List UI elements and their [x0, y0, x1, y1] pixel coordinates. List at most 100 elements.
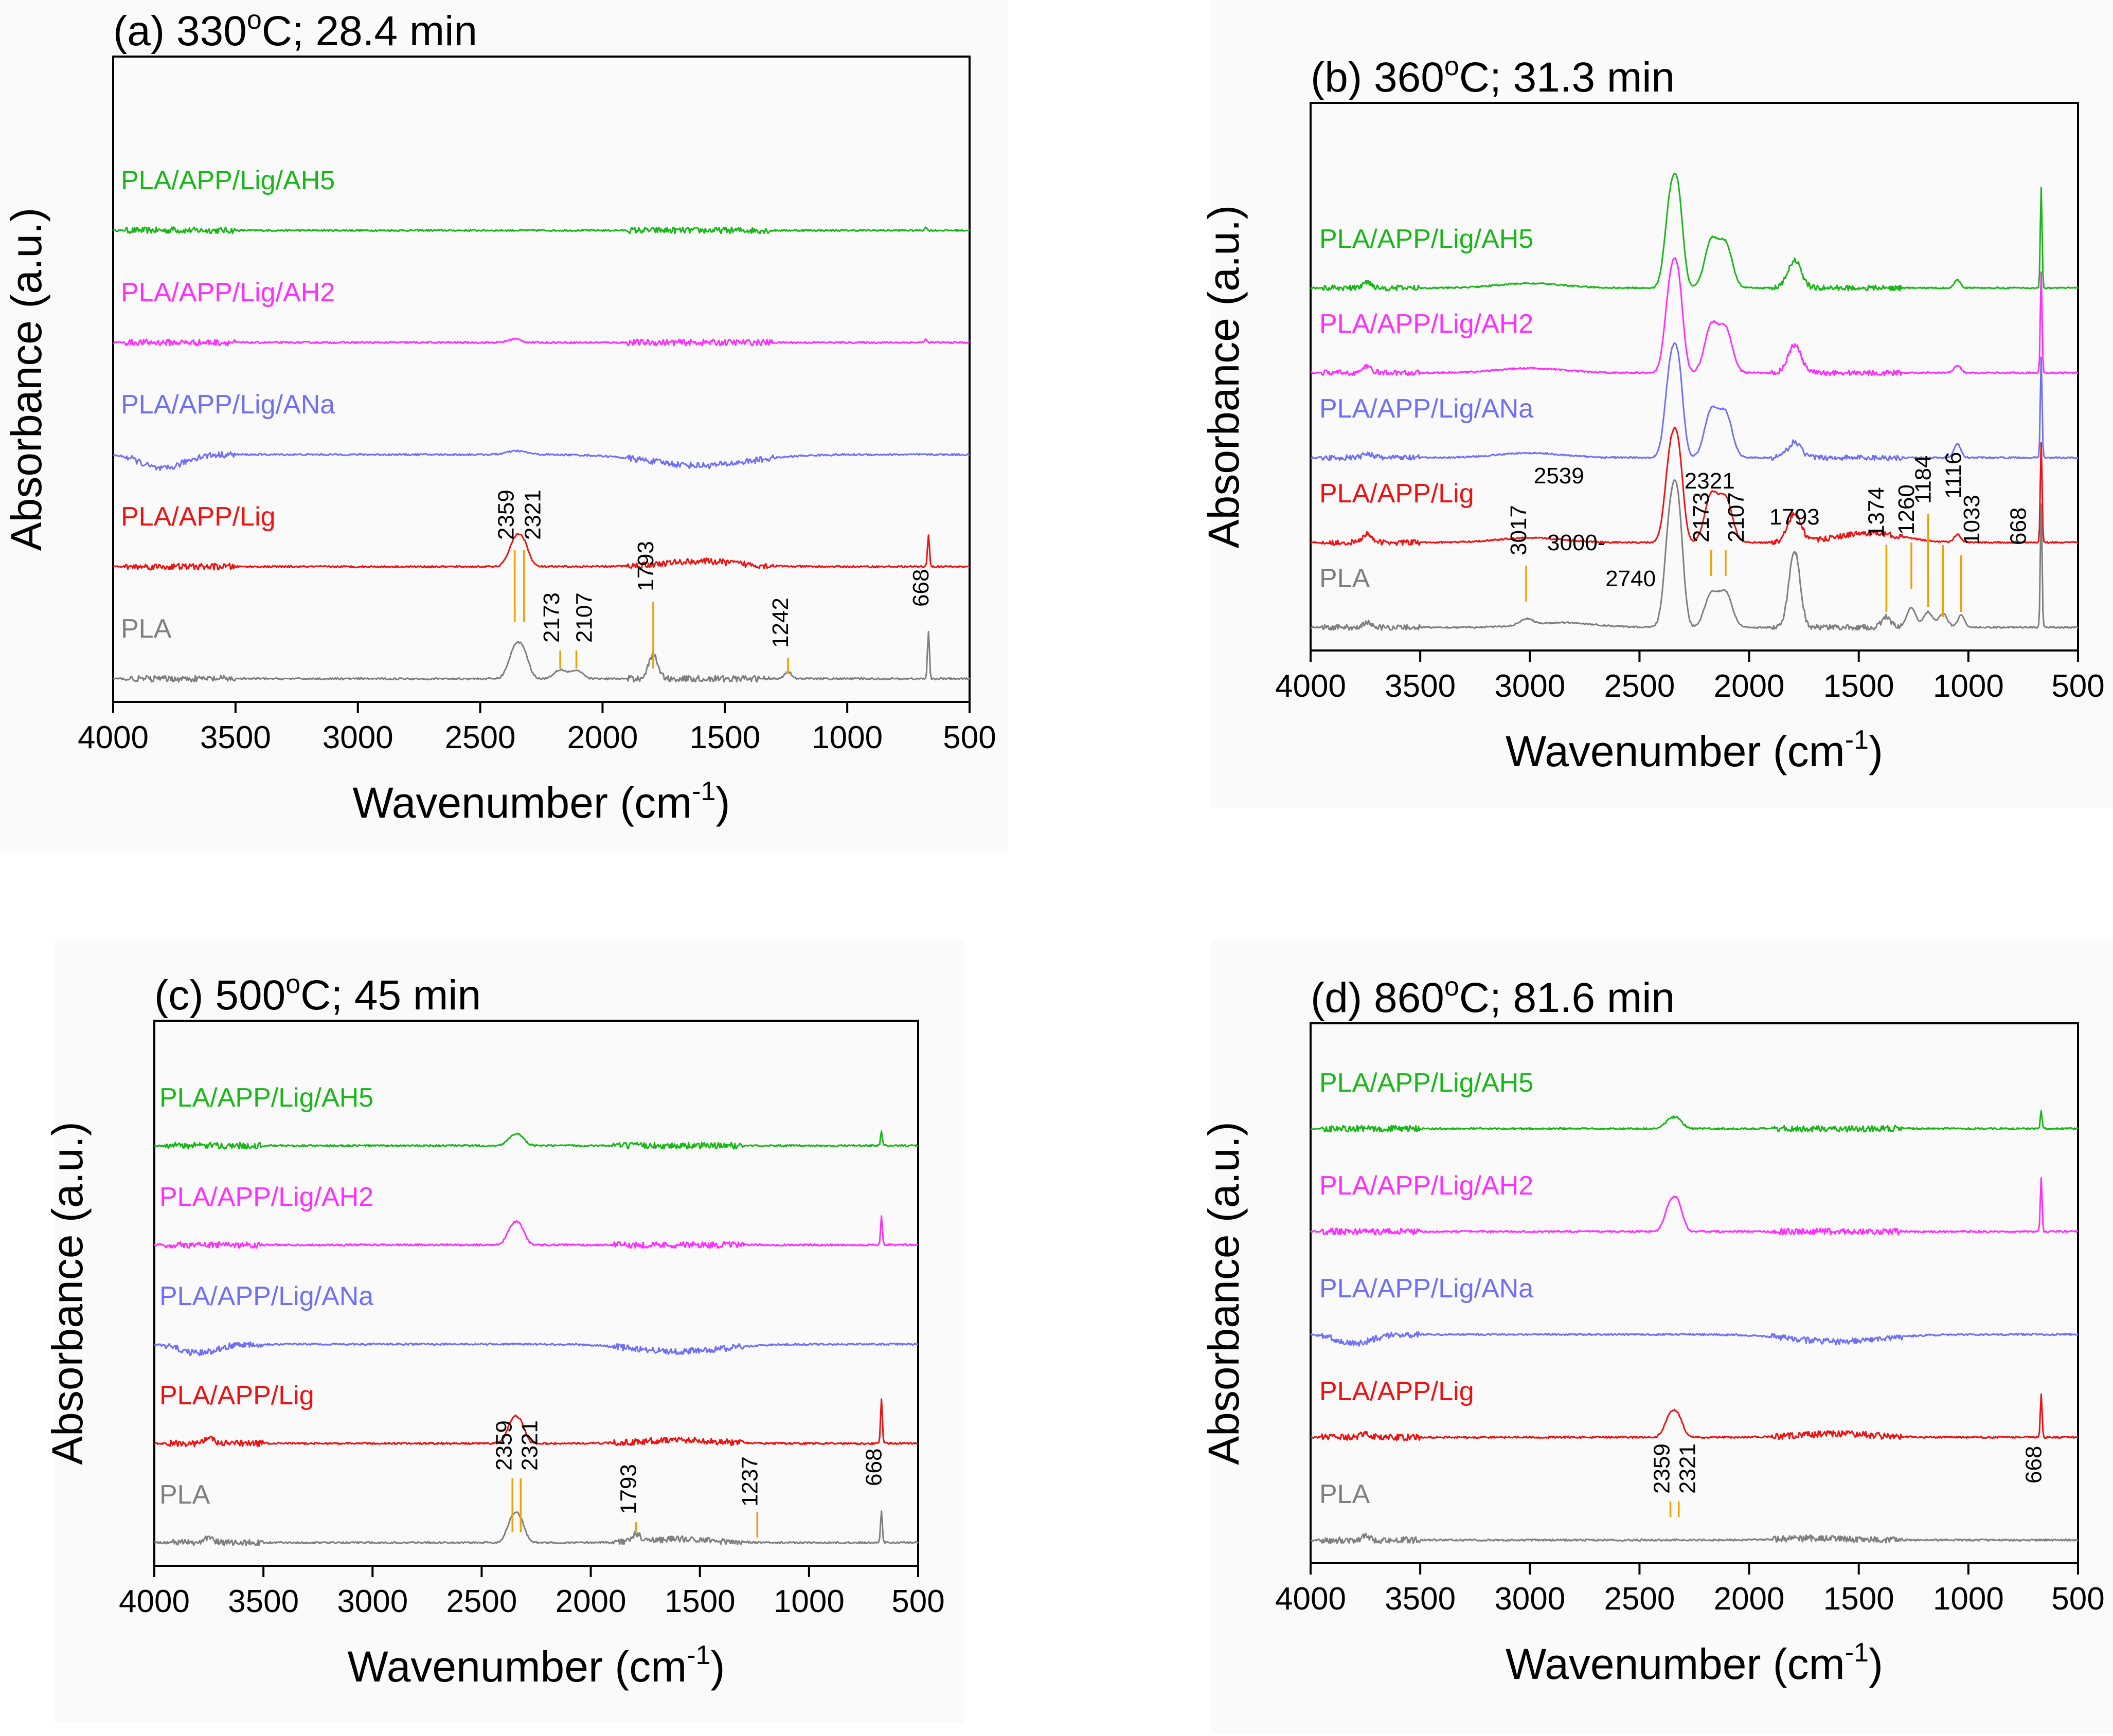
x-tick-label: 1000 — [812, 720, 883, 755]
y-axis-title: Absorbance (a.u.) — [43, 1122, 92, 1465]
series-label: PLA — [159, 1480, 210, 1510]
series-label: PLA/APP/Lig/ANa — [159, 1281, 373, 1311]
series-label: PLA/APP/Lig/AH2 — [159, 1182, 373, 1212]
y-axis-title: Absorbance (a.u.) — [1199, 205, 1248, 549]
peak-label: 1374 — [1864, 487, 1889, 537]
series-line-pla-app-lig-ana — [154, 1341, 919, 1357]
x-tick-label: 500 — [943, 720, 996, 755]
x-tick-label: 2000 — [1714, 668, 1785, 704]
peak-label: 668 — [862, 1449, 887, 1486]
x-tick-label: 4000 — [119, 1584, 190, 1619]
peak-label: 2321 — [1675, 1443, 1700, 1494]
series-line-pla — [1311, 479, 2079, 631]
chart-panel-3: (c) 500oC; 45 min 4000 3500 3000 2500 2000 150… — [43, 941, 964, 1723]
peak-label: 1793 — [616, 1464, 641, 1514]
series-line-pla-app-lig — [1310, 426, 2079, 546]
series-line-pla-app-lig — [154, 1398, 919, 1448]
panel-title: (a) 330oC; 28.4 min — [113, 5, 477, 55]
peak-label: 2173 — [539, 592, 564, 643]
chart-panel-2: (b) 360oC; 31.3 min 4000 3500 3000 2500 2000 1… — [1199, 0, 2113, 807]
panel-title: (c) 500oC; 45 min — [154, 969, 481, 1019]
series-label: PLA/APP/Lig/AH2 — [1319, 1171, 1533, 1201]
series-label: PLA/APP/Lig/AH5 — [1319, 1068, 1533, 1098]
series-label: PLA — [121, 614, 172, 644]
x-tick-label: 2000 — [567, 720, 638, 755]
series-line-pla-app-lig-ah2 — [153, 1215, 919, 1249]
series-label: PLA/APP/Lig/ANa — [1319, 394, 1533, 424]
peak-label: 2359 — [491, 1420, 516, 1471]
peak-label: 2321 — [517, 1420, 542, 1471]
x-tick-label: 4000 — [1275, 1581, 1346, 1617]
x-tick-label: 2500 — [445, 720, 516, 755]
x-tick-label: 3500 — [200, 720, 271, 755]
x-tick-label: 3000 — [337, 1584, 408, 1619]
x-tick-label: 1500 — [1823, 668, 1894, 704]
peak-label: 1793 — [1769, 504, 1820, 530]
peak-label: 1033 — [1959, 495, 1984, 545]
series-label: PLA/APP/Lig/AH2 — [121, 278, 335, 308]
x-tick-label: 3000 — [1494, 1581, 1565, 1617]
x-tick-label: 2000 — [556, 1584, 626, 1619]
series-line-pla-app-lig — [113, 533, 971, 571]
series-line-pla — [1310, 1532, 2079, 1544]
panel-background — [0, 0, 1008, 854]
series-line-pla-app-lig-ah2 — [113, 337, 970, 347]
y-axis-title: Absorbance (a.u.) — [1199, 1122, 1248, 1465]
x-axis-title: Wavenumber (cm-1) — [353, 776, 730, 827]
series-line-pla-app-lig-ah5 — [154, 1130, 919, 1150]
x-tick-label: 2500 — [446, 1584, 517, 1619]
series-label: PLA/APP/Lig/AH2 — [1319, 309, 1533, 339]
peak-label: 2321 — [521, 490, 546, 540]
series-label: PLA — [1319, 1479, 1370, 1509]
peak-label: 1237 — [737, 1456, 762, 1507]
series-label: PLA/APP/Lig — [1319, 479, 1474, 509]
series-line-pla-app-lig-ah2 — [1310, 257, 2079, 376]
series-label: PLA — [1319, 564, 1370, 593]
peak-label: 1116 — [1941, 452, 1966, 499]
panel-background — [1211, 0, 2113, 807]
x-tick-label: 2000 — [1714, 1581, 1785, 1617]
series-label: PLA/APP/Lig — [121, 502, 276, 532]
series-line-pla — [154, 1510, 919, 1547]
series-line-pla-app-lig-ah5 — [1310, 173, 2079, 292]
series-line-pla-app-lig — [1310, 1393, 2079, 1441]
x-tick-label: 500 — [2051, 668, 2104, 704]
x-axis-title: Wavenumber (cm-1) — [1506, 725, 1883, 775]
y-axis-title: Absorbance (a.u.) — [2, 208, 50, 551]
peak-label: 1242 — [768, 598, 793, 648]
peak-label: 2321 — [1685, 468, 1735, 494]
peak-label: 1793 — [633, 541, 658, 591]
series-line-pla-app-lig-ah2 — [1310, 1177, 2078, 1236]
peak-label: 1260 — [1894, 484, 1919, 535]
x-tick-label: 1000 — [1933, 668, 2004, 704]
series-line-pla-app-lig-ana — [1310, 1331, 2079, 1347]
peak-label: 2107 — [1724, 492, 1749, 542]
x-tick-label: 1000 — [1933, 1581, 2004, 1617]
series-label: PLA/APP/Lig/AH5 — [159, 1083, 373, 1113]
plot-frame — [1310, 102, 2079, 652]
series-label: PLA/APP/Lig — [1319, 1377, 1474, 1406]
peak-label: 1184 — [1910, 455, 1936, 504]
series-line-pla-app-lig-ana — [113, 449, 970, 471]
peak-label: 3017 — [1506, 505, 1531, 555]
series-label: PLA/APP/Lig/ANa — [1319, 1274, 1533, 1304]
plot-frame — [112, 56, 971, 703]
x-axis-title: Wavenumber (cm-1) — [1506, 1638, 1883, 1688]
peak-label: 2539 — [1534, 463, 1584, 489]
x-tick-label: 3500 — [1385, 1581, 1456, 1617]
series-line-pla-app-lig-ana — [1310, 342, 2079, 461]
peak-label: 2359 — [1650, 1443, 1675, 1494]
x-tick-label: 1500 — [1823, 1581, 1894, 1617]
x-tick-label: 1000 — [774, 1584, 845, 1619]
x-tick-label: 4000 — [78, 720, 149, 755]
peak-label: 668 — [2021, 1446, 2046, 1484]
series-line-pla-app-lig-ah5 — [112, 226, 970, 234]
x-tick-label: 4000 — [1275, 668, 1346, 704]
peak-label: 668 — [908, 569, 934, 607]
plot-frame — [1310, 1022, 2079, 1564]
chart-panel-1: (a) 330oC; 28.4 min 4000 3500 3000 2500 2000 1… — [0, 0, 1008, 854]
peak-label: 2740 — [1605, 566, 1656, 591]
chart-panel-4: (d) 860oC; 81.6 min 4000 3500 3000 2500 2000 1… — [1199, 941, 2113, 1733]
x-axis-title: Wavenumber (cm-1) — [348, 1640, 725, 1691]
